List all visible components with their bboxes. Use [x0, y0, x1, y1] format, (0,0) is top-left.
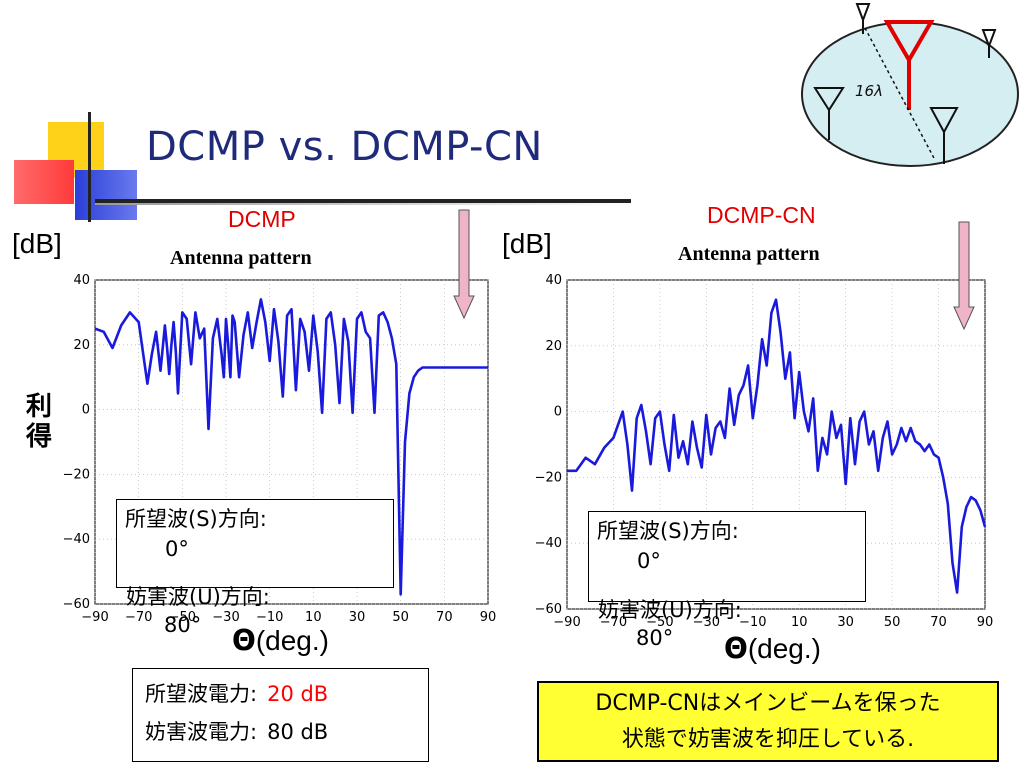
title-underline [95, 199, 631, 203]
right-x-axis-label: Θ(deg.) [724, 632, 821, 665]
left-x-axis-label: Θ(deg.) [232, 624, 329, 657]
left-x-tick-label: 30 [349, 610, 366, 625]
right-x-tick-label: −10 [739, 615, 766, 630]
right-x-unit: (deg.) [747, 633, 821, 664]
right-desired-direction-value: 0° [637, 549, 661, 573]
right-theta-symbol: Θ [724, 632, 748, 665]
right-interference-direction-value: 80° [636, 626, 674, 650]
decor-vertical-bar [88, 112, 91, 222]
right-y-tick-label: 20 [545, 339, 562, 354]
left-direction-box: 所望波(S)方向: 0° [116, 499, 394, 588]
spacing-label: 16λ [855, 82, 883, 100]
left-desired-direction-label: 所望波(S)方向: [125, 507, 267, 531]
right-x-tick-label: 90 [977, 615, 994, 630]
decor-blue-square [75, 170, 137, 220]
right-y-tick-label: −20 [535, 470, 562, 485]
right-x-tick-label: 70 [930, 615, 947, 630]
left-x-tick-label: −30 [212, 610, 239, 625]
right-y-tick-label: −60 [535, 602, 562, 617]
left-x-tick-label: 70 [436, 610, 453, 625]
left-chart-title: DCMP [228, 206, 296, 232]
interference-power-value: 80 dB [267, 720, 329, 744]
right-chart-title: DCMP-CN [707, 202, 816, 228]
note-line-2: 状態で妨害波を抑圧している. [621, 727, 915, 752]
desired-power-value: 20 dB [267, 682, 329, 706]
right-interference-arrow [953, 221, 975, 331]
right-x-tick-label: −90 [553, 615, 580, 630]
decor-red-square [14, 160, 74, 204]
left-x-tick-label: −90 [81, 610, 108, 625]
left-theta-symbol: Θ [232, 624, 256, 657]
power-box: 所望波電力: 20 dB 妨害波電力: 80 dB [132, 668, 429, 762]
left-chart-subtitle: Antenna pattern [170, 247, 312, 269]
right-x-tick-label: −70 [600, 615, 627, 630]
antenna-array-diagram: 16λ [801, 3, 1019, 167]
left-desired-direction-value: 0° [165, 537, 189, 561]
interference-power-label: 妨害波電力: [145, 720, 258, 744]
left-y-tick-label: 0 [82, 403, 90, 418]
left-y-unit: [dB] [12, 228, 62, 259]
left-x-tick-label: −10 [256, 610, 283, 625]
ylabel-char-1: 利 [25, 392, 52, 422]
slide-title: DCMP vs. DCMP-CN [146, 124, 543, 170]
left-y-tick-label: 40 [73, 273, 90, 288]
y-axis-label: 利 得 [24, 392, 54, 452]
left-x-tick-label: 50 [392, 610, 409, 625]
right-x-tick-label: 50 [884, 615, 901, 630]
right-chart-subtitle: Antenna pattern [678, 243, 820, 265]
left-interference-text: 妨害波(U)方向: 80° [126, 583, 270, 639]
left-x-tick-label: 10 [305, 610, 322, 625]
right-interference-text: 妨害波(U)方向: 80° [598, 596, 742, 652]
left-x-tick-label: −50 [169, 610, 196, 625]
left-interference-direction-value: 80° [164, 613, 202, 637]
left-x-unit: (deg.) [255, 625, 329, 656]
left-y-tick-label: −40 [63, 532, 90, 547]
right-direction-box: 所望波(S)方向: 0° [588, 511, 866, 602]
left-x-tick-label: −70 [125, 610, 152, 625]
right-desired-direction-label: 所望波(S)方向: [597, 519, 739, 543]
desired-power-label: 所望波電力: [145, 682, 258, 706]
right-y-unit: [dB] [502, 228, 552, 259]
note-line-1: DCMP-CNはメインビームを保った [595, 691, 941, 716]
conclusion-note: DCMP-CNはメインビームを保った 状態で妨害波を抑圧している. [537, 681, 999, 762]
title-underline-fade [95, 203, 635, 205]
right-x-tick-label: 10 [791, 615, 808, 630]
left-series-line [94, 298, 488, 596]
left-interference-direction-label: 妨害波(U)方向: [126, 585, 270, 609]
right-x-tick-label: 30 [837, 615, 854, 630]
interference-power-row: 妨害波電力: 80 dB [145, 713, 416, 751]
right-y-tick-label: 40 [545, 273, 562, 288]
left-x-tick-label: 90 [480, 610, 497, 625]
left-y-tick-label: −60 [63, 597, 90, 612]
left-y-tick-label: −20 [63, 467, 90, 482]
right-interference-direction-label: 妨害波(U)方向: [598, 598, 742, 622]
right-y-tick-label: −40 [535, 536, 562, 551]
left-y-tick-label: 20 [73, 338, 90, 353]
right-x-tick-label: −50 [646, 615, 673, 630]
right-x-tick-label: −30 [693, 615, 720, 630]
right-series-line [567, 298, 987, 594]
right-y-tick-label: 0 [554, 405, 562, 420]
desired-power-row: 所望波電力: 20 dB [145, 675, 416, 713]
left-interference-arrow [453, 209, 475, 320]
ylabel-char-2: 得 [25, 422, 52, 452]
